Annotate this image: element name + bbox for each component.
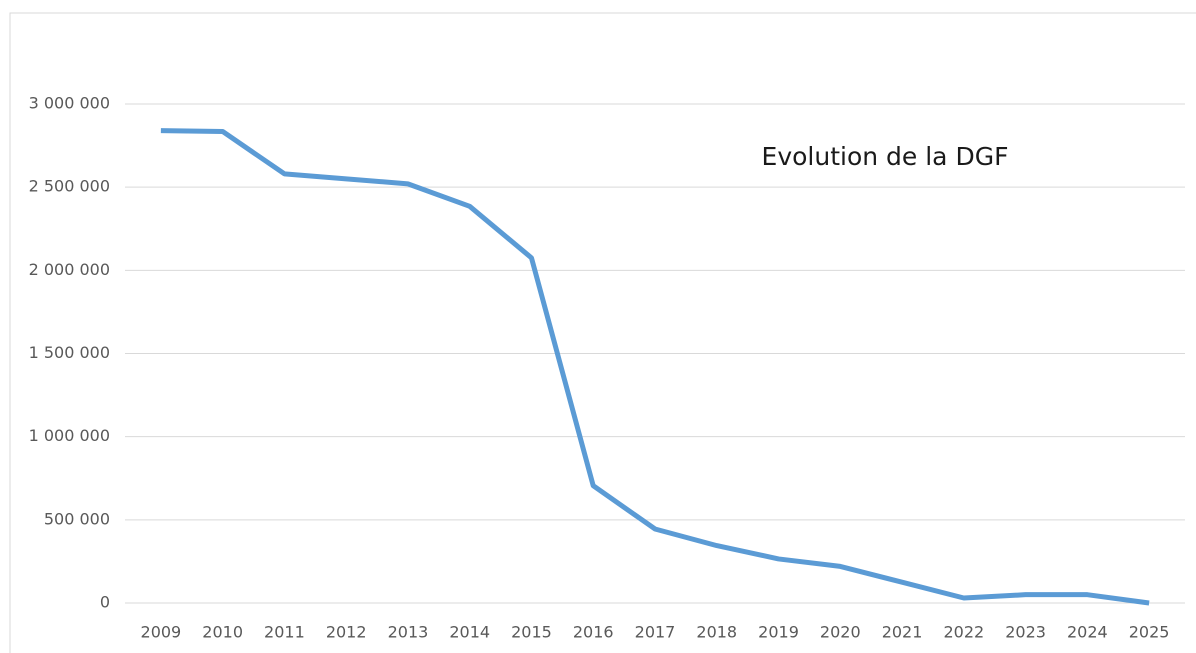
x-tick-label: 2025 [1129,623,1170,642]
x-tick-label: 2018 [696,623,737,642]
x-tick-label: 2009 [141,623,182,642]
x-tick-label: 2021 [882,623,923,642]
data-line [160,128,1150,606]
chart-title: Evolution de la DGF [762,142,1009,171]
x-tick-label: 2024 [1067,623,1108,642]
y-tick-label: 3 000 000 [29,94,110,113]
y-tick-label: 2 500 000 [29,177,110,196]
x-tick-label: 2019 [758,623,799,642]
x-tick-label: 2012 [326,623,367,642]
x-tick-label: 2017 [635,623,676,642]
x-tick-label: 2023 [1005,623,1046,642]
y-tick-label: 500 000 [44,509,110,528]
x-tick-label: 2016 [573,623,614,642]
chart-frame [9,12,1196,653]
y-tick-label: 2 000 000 [29,260,110,279]
x-tick-label: 2014 [449,623,490,642]
x-tick-label: 2020 [820,623,861,642]
y-tick-label: 1 500 000 [29,343,110,362]
y-tick-label: 0 [100,593,110,612]
y-tick-label: 1 000 000 [29,426,110,445]
x-tick-label: 2011 [264,623,305,642]
x-tick-label: 2022 [943,623,984,642]
x-tick-label: 2013 [388,623,429,642]
x-tick-label: 2010 [202,623,243,642]
x-tick-label: 2015 [511,623,552,642]
